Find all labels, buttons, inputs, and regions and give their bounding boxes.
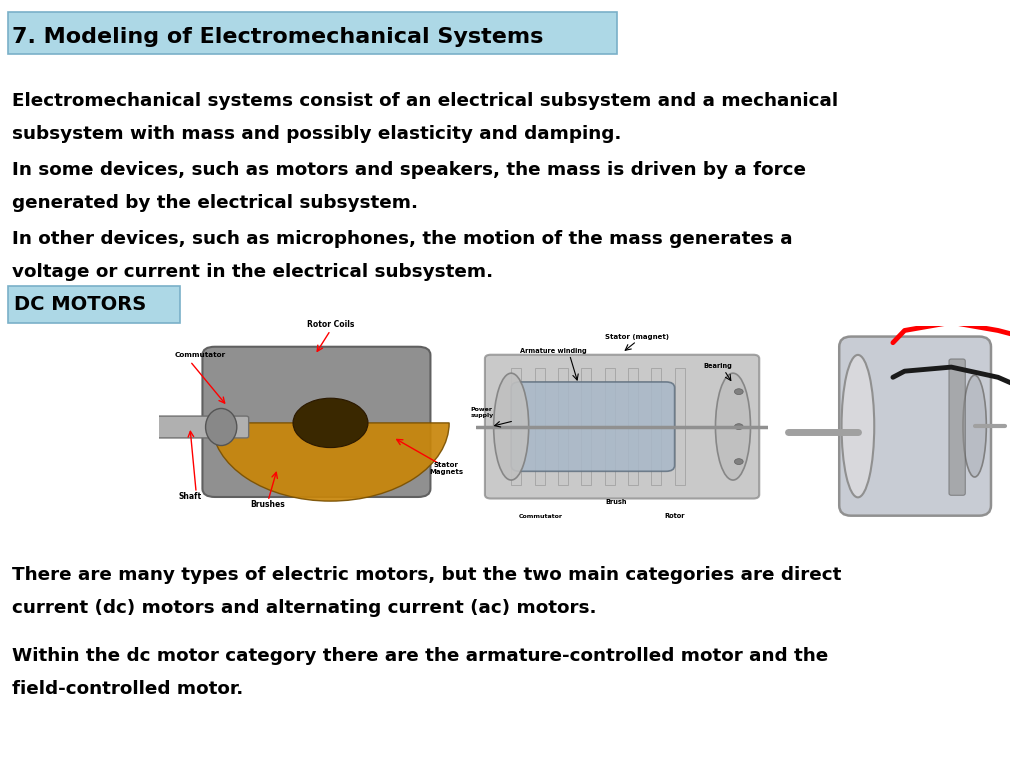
FancyBboxPatch shape [485,355,759,498]
Text: DC MOTORS: DC MOTORS [14,295,146,313]
Text: voltage or current in the electrical subsystem.: voltage or current in the electrical sub… [12,263,494,281]
Wedge shape [293,398,368,448]
Ellipse shape [206,409,237,445]
Text: There are many types of electric motors, but the two main categories are direct: There are many types of electric motors,… [12,566,842,584]
Text: Bearing: Bearing [703,363,732,369]
Text: Brush: Brush [605,499,627,505]
Text: current (dc) motors and alternating current (ac) motors.: current (dc) motors and alternating curr… [12,599,597,617]
FancyBboxPatch shape [150,416,249,438]
FancyBboxPatch shape [840,336,991,515]
Text: Armature winding: Armature winding [520,348,587,354]
Text: In some devices, such as motors and speakers, the mass is driven by a force: In some devices, such as motors and spea… [12,161,806,179]
Bar [651,369,662,485]
Text: Shaft: Shaft [178,492,202,501]
Bar [582,369,592,485]
Text: Brushes: Brushes [251,500,286,509]
Bar [558,369,568,485]
Text: In other devices, such as microphones, the motion of the mass generates a: In other devices, such as microphones, t… [12,230,793,248]
Ellipse shape [734,458,743,465]
Ellipse shape [734,389,743,395]
Ellipse shape [963,376,986,477]
Ellipse shape [716,373,751,480]
Text: Commutator: Commutator [174,352,225,358]
Text: Stator (magnet): Stator (magnet) [604,334,669,340]
Ellipse shape [494,373,528,480]
Text: field-controlled motor.: field-controlled motor. [12,680,244,697]
Text: Commutator: Commutator [518,514,562,519]
Ellipse shape [842,355,874,498]
FancyBboxPatch shape [203,346,430,497]
FancyBboxPatch shape [949,359,966,495]
FancyBboxPatch shape [8,286,180,323]
FancyBboxPatch shape [511,382,675,472]
Text: Power
supply: Power supply [470,407,494,418]
Text: generated by the electrical subsystem.: generated by the electrical subsystem. [12,194,418,212]
Wedge shape [212,423,450,501]
Text: 7. Modeling of Electromechanical Systems: 7. Modeling of Electromechanical Systems [12,27,544,47]
Bar [628,369,638,485]
Text: Electromechanical systems consist of an electrical subsystem and a mechanical: Electromechanical systems consist of an … [12,92,839,110]
Bar [535,369,545,485]
Text: subsystem with mass and possibly elasticity and damping.: subsystem with mass and possibly elastic… [12,125,622,143]
Text: Rotor Coils: Rotor Coils [307,320,354,329]
Bar [604,369,614,485]
Bar [511,369,521,485]
Ellipse shape [734,424,743,429]
Text: Stator
Magnets: Stator Magnets [429,462,463,475]
FancyBboxPatch shape [8,12,617,54]
Text: Rotor: Rotor [665,513,685,519]
Bar [675,369,685,485]
Text: Within the dc motor category there are the armature-controlled motor and the: Within the dc motor category there are t… [12,647,828,664]
